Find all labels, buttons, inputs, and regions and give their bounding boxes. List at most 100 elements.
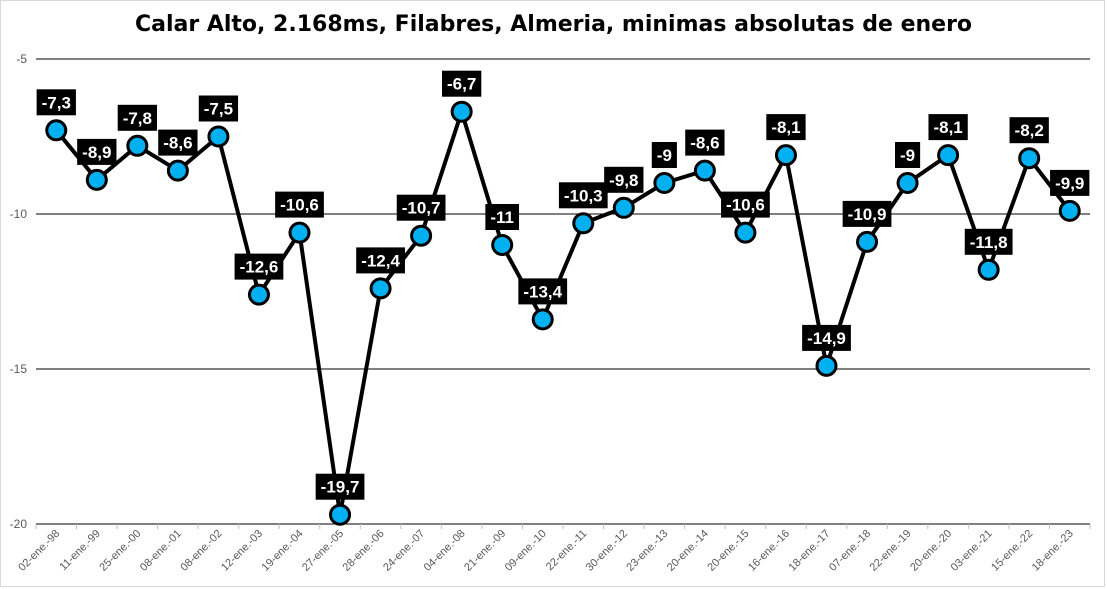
data-label: -10,7 [396, 194, 446, 221]
data-label: -13,4 [518, 278, 568, 305]
x-tick-label: 22-ene.-11 [544, 528, 590, 574]
data-label-box [1009, 117, 1049, 144]
data-label: -8,6 [685, 129, 725, 156]
x-tick-label: 15-ene.-22 [989, 528, 1035, 574]
data-label: -10,3 [558, 182, 608, 209]
data-label-box [802, 324, 851, 351]
data-label: -10,6 [721, 191, 770, 218]
data-label-box [1050, 169, 1090, 196]
data-label-text: -10,3 [564, 186, 603, 205]
x-tick-label: 20-ene.-14 [665, 528, 711, 574]
data-label-text: -9,8 [609, 171, 638, 190]
data-label-text: -9 [900, 146, 915, 165]
x-tick-label: 03-ene.-21 [949, 528, 995, 574]
data-point [450, 100, 473, 123]
x-tick-label: 12-ene.-03 [219, 528, 265, 574]
x-tick-label: 18-ene.-23 [1030, 528, 1076, 574]
chart-title: Calar Alto, 2.168ms, Filabres, Almeria, … [134, 12, 973, 37]
data-label-text: -11 [490, 208, 514, 227]
data-point [693, 159, 716, 182]
data-label-text: -12,6 [240, 258, 279, 277]
data-point [491, 234, 514, 256]
data-label: -8,6 [158, 129, 198, 156]
data-label-text: -10,7 [402, 199, 441, 218]
data-label: -7,5 [198, 95, 239, 122]
data-point [247, 283, 270, 306]
data-label-box [518, 278, 568, 305]
data-point [329, 503, 352, 526]
x-tick-label: 24-ene.-07 [381, 528, 427, 574]
data-label-box [558, 182, 608, 209]
data-label: -19,7 [315, 473, 365, 500]
data-label: -9,8 [604, 166, 644, 193]
data-label-box [275, 191, 324, 218]
series-line [54, 109, 1072, 517]
data-point [288, 221, 311, 244]
data-label-text: -10,6 [726, 196, 765, 215]
x-tick-label: 27-ene.-05 [300, 528, 346, 574]
x-tick-label: 20-ene.-15 [705, 528, 751, 574]
data-label-text: -7,3 [42, 93, 71, 112]
data-point [734, 221, 757, 244]
x-tick-label: 18-ene.-17 [787, 528, 833, 574]
data-point [612, 196, 635, 219]
data-label-box [685, 129, 725, 156]
series-markers [45, 100, 1081, 526]
data-label: -12,6 [234, 253, 284, 280]
data-label-box [396, 194, 446, 221]
data-label: -8,1 [766, 114, 806, 141]
data-point [85, 168, 108, 191]
data-labels: -7,3 -8,9 -7,8 -8,6 -7,5 -12,6 -10,6 -19,7 -12,4… [36, 70, 1090, 500]
data-label: -9 [651, 142, 677, 168]
x-tick-label: 11-ene.-99 [57, 528, 103, 574]
x-tick-label: 16-ene.-16 [746, 528, 792, 574]
y-tick-label: -20 [10, 517, 28, 531]
data-label-box [36, 89, 76, 116]
data-label-text: -14,9 [807, 329, 846, 348]
data-label-box [842, 200, 892, 227]
y-tick-label: -5 [16, 52, 27, 66]
data-label-box [198, 95, 239, 122]
data-label: -7,3 [36, 89, 76, 116]
x-tick-label: 23-ene.-13 [624, 528, 670, 574]
data-label-box [485, 204, 520, 230]
data-label-box [315, 473, 365, 500]
data-label: -10,6 [275, 191, 324, 218]
data-label-text: -8,1 [771, 118, 800, 137]
x-tick-label: 08-ene.-02 [178, 528, 224, 574]
data-label-text: -12,4 [361, 251, 400, 270]
data-point [45, 119, 68, 142]
data-label-text: -8,2 [1015, 121, 1044, 140]
data-label-text: -11,8 [970, 233, 1008, 252]
y-tick-label: -15 [10, 362, 28, 376]
data-label-box [604, 166, 644, 193]
data-label-text: -9,9 [1055, 174, 1084, 193]
x-tick-label: 19-ene.-04 [260, 528, 306, 574]
data-label-box [158, 129, 198, 156]
x-tick-label: 25-ene.-00 [97, 528, 143, 574]
data-label-box [721, 191, 770, 218]
data-point [531, 308, 554, 331]
data-label-text: -9 [657, 146, 672, 165]
data-label: -6,7 [442, 70, 482, 97]
x-tick-label: 20-ene.-20 [908, 528, 954, 574]
data-label-box [117, 104, 157, 131]
y-tick-label: -10 [10, 207, 28, 221]
data-label-box [766, 114, 806, 141]
data-label-text: -19,7 [321, 478, 360, 497]
x-tick-label: 28-ene.-06 [341, 528, 387, 574]
data-point [207, 125, 230, 148]
data-label-text: -8,6 [163, 134, 192, 153]
data-label: -8,2 [1009, 117, 1049, 144]
data-label: -11 [485, 204, 520, 230]
data-point [896, 172, 919, 194]
data-point [410, 224, 433, 247]
data-label: -8,1 [928, 114, 968, 141]
data-label-box [928, 114, 968, 141]
x-tick-label: 30-ene.-12 [584, 528, 630, 574]
data-point [1018, 147, 1041, 170]
data-label-box [964, 228, 1013, 255]
data-label: -7,8 [117, 104, 157, 131]
data-label: -14,9 [802, 324, 851, 351]
